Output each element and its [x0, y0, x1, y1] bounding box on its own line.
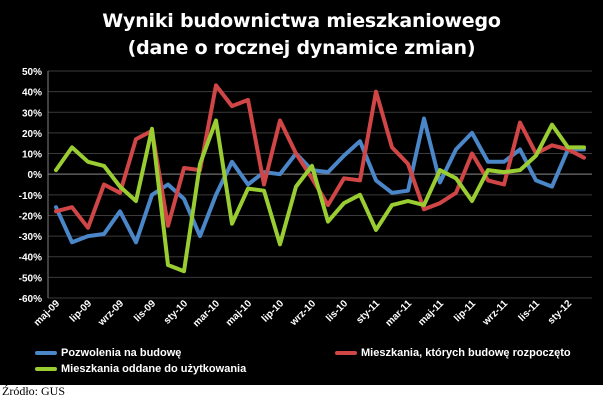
y-tick-label: 10%: [22, 150, 42, 161]
legend-label: Mieszkania oddane do użytkowania: [61, 363, 247, 375]
x-tick-label: wrz-09: [96, 298, 127, 329]
x-tick-label: lis-09: [132, 298, 158, 324]
x-tick-label: lip-10: [260, 298, 287, 325]
x-tick-label: mar-10: [191, 298, 222, 329]
y-tick-label: -20%: [19, 211, 42, 222]
source-note: Źródło: GUS: [2, 384, 65, 398]
x-tick-label: sty-11: [354, 298, 382, 326]
legend-item-rozpoczete: Mieszkania, których budowę rozpoczęto: [335, 347, 571, 359]
y-tick-label: -60%: [19, 294, 42, 305]
legend-item-pozwolenia: Pozwolenia na budowę: [35, 347, 181, 359]
y-tick-label: 30%: [22, 108, 42, 119]
y-tick-label: 40%: [22, 88, 42, 99]
y-tick-label: -30%: [19, 232, 42, 243]
x-tick-label: sty-10: [162, 298, 191, 327]
x-tick-label: lip-09: [68, 298, 95, 325]
x-tick-label: maj-11: [416, 298, 446, 328]
y-tick-label: -10%: [19, 191, 42, 202]
x-tick-label: lis-10: [324, 298, 350, 324]
x-tick-label: wrz-11: [480, 298, 510, 328]
plot-area: 50% 40% 30% 20% 10% 0% -10% -20% -30% -40% -50% -60…: [19, 67, 592, 329]
x-tick-label: lip-11: [452, 298, 478, 324]
y-tick-label: -40%: [19, 253, 42, 264]
chart-subtitle: (dane o rocznej dynamice zmian): [127, 37, 476, 59]
series-line-2: [54, 83, 586, 230]
legend-swatch: [35, 367, 57, 371]
y-tick-label: 50%: [22, 67, 42, 78]
legend-label: Pozwolenia na budowę: [61, 347, 182, 359]
y-tick-label: -50%: [19, 273, 42, 284]
chart-title: Wyniki budownictwa mieszkaniowego: [102, 10, 501, 32]
y-tick-label: 0%: [28, 170, 43, 181]
x-tick-label: mar-11: [384, 298, 415, 329]
chart-area: Wyniki budownictwa mieszkaniowego (dane …: [0, 0, 603, 385]
x-tick-label: wrz-10: [288, 298, 319, 329]
legend-swatch: [35, 351, 57, 355]
series-line-3: [54, 118, 586, 274]
x-tick-label: sty-12: [546, 298, 575, 327]
legend-item-oddane: Mieszkania oddane do użytkowania: [35, 363, 246, 375]
legend-swatch: [335, 351, 357, 355]
x-tick-label: lis-11: [517, 298, 543, 324]
x-tick-label: maj-10: [224, 298, 254, 328]
y-tick-label: 20%: [22, 129, 42, 140]
legend-label: Mieszkania, których budowę rozpoczęto: [361, 347, 571, 359]
series-line-1: [54, 116, 586, 245]
